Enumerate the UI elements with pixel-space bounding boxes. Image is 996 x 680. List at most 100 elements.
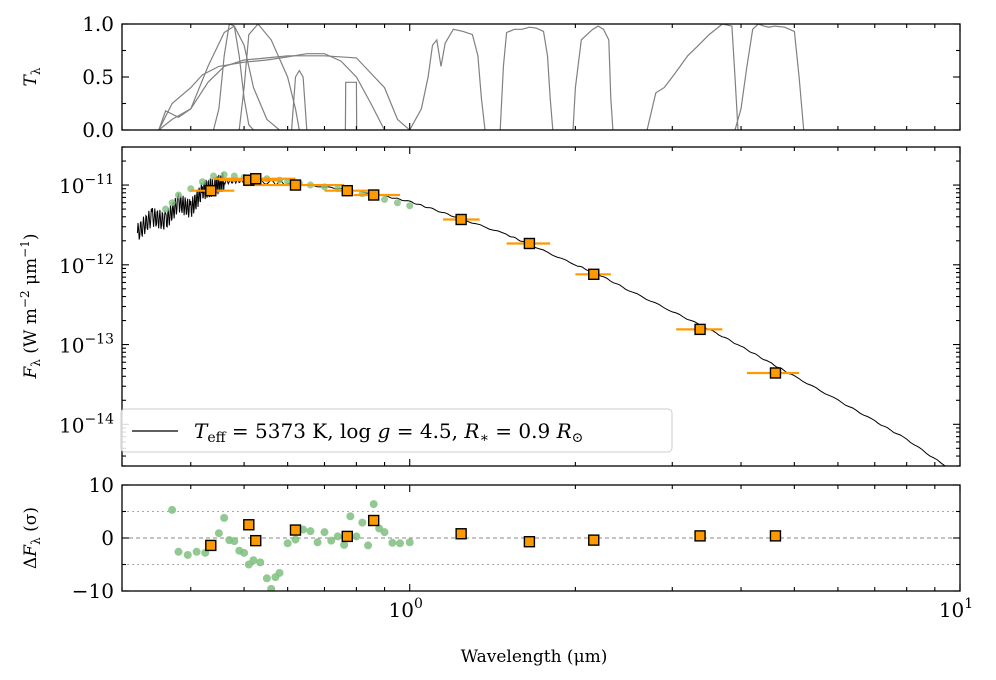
spectrum-residual-point <box>183 550 192 559</box>
spectrum-residual-point <box>267 584 276 591</box>
y-tick-label: 0 <box>101 526 114 550</box>
filter-curve-11 <box>646 23 739 131</box>
photometry-residual-marker <box>367 514 380 527</box>
photometry-residual-marker <box>694 530 706 542</box>
spectrum-residual-points <box>168 500 414 591</box>
spectrum-point <box>284 178 292 186</box>
spectrum-point <box>220 171 228 179</box>
spectrum-residual-point <box>364 541 373 550</box>
legend: Teff = 5373 K, log g = 4.5, R∗ = 0.9 R⊙ <box>120 408 673 453</box>
filter-curve-8 <box>409 28 486 131</box>
spectrum-residual-point <box>249 556 258 565</box>
transmission-ticks: 0.0 0.5 1.0 <box>82 12 961 142</box>
residual-axes-frame <box>121 484 961 592</box>
photometry-marker <box>367 189 380 201</box>
y-tick-label: 10−11 <box>59 172 114 198</box>
filter-curve-2 <box>158 53 386 131</box>
spectrum-residual-point <box>358 518 367 527</box>
photometry-residual-marker <box>289 524 302 536</box>
photometry-residual-points <box>205 514 782 552</box>
photometry-marker <box>769 367 782 379</box>
spectrum-residual-point <box>346 512 355 521</box>
filter-curve-4 <box>212 23 254 131</box>
spectrum-residual-point <box>275 568 284 577</box>
y-tick-label: 10−14 <box>59 411 114 437</box>
spectrum-point <box>174 191 182 199</box>
y-tick-label: 1.0 <box>82 12 114 36</box>
filter-curves <box>158 23 805 131</box>
y-tick-label: 10 <box>89 473 114 497</box>
filter-curve-12 <box>734 23 805 131</box>
spectrum-residual-point <box>327 536 336 545</box>
sed-y-axis-label: Fλ (W m−2 μm−1) <box>18 233 43 379</box>
y-tick-label: 10−13 <box>59 332 114 358</box>
transmission-y-axis-label: Tλ <box>21 67 43 86</box>
transmission-panel: 0.0 0.5 1.0 Tλ <box>21 12 961 142</box>
y-tick-label: 10−12 <box>59 252 114 278</box>
photometry-marker <box>205 184 217 197</box>
spectrum-residual-point <box>230 537 239 546</box>
photometry-marker <box>694 323 706 336</box>
x-tick-label: 101 <box>939 596 973 622</box>
y-tick-label: −10 <box>72 579 114 603</box>
filter-curve-3 <box>158 55 411 131</box>
spectrum-residual-point <box>192 547 201 556</box>
photometry-residual-marker <box>205 539 217 552</box>
spectrum-point <box>198 178 206 186</box>
spectrum-residual-point <box>256 558 265 567</box>
spectrum-point <box>162 205 170 213</box>
spectrum-residual-point <box>291 535 300 544</box>
spectrum-residual-point <box>369 500 378 509</box>
photometry-residual-marker <box>769 530 782 542</box>
spectrum-residual-point <box>240 548 249 557</box>
photometry-residual-marker <box>588 534 600 546</box>
photometry-residual-marker <box>250 534 262 547</box>
transmission-axes-frame <box>121 23 961 131</box>
photometry-marker <box>523 237 536 250</box>
spectrum-residual-point <box>395 539 404 548</box>
filter-curve-5 <box>238 23 300 131</box>
spectrum-residual-point <box>333 532 342 541</box>
y-tick-label: 0.0 <box>82 118 114 142</box>
sed-axes-frame <box>121 146 961 467</box>
filter-curve-7 <box>344 81 358 131</box>
spectrum-point <box>381 195 389 203</box>
legend-box <box>120 408 673 453</box>
x-axis-label: Wavelength (μm) <box>461 647 608 667</box>
photometry-marker <box>250 173 262 185</box>
filter-curve-6 <box>291 69 308 131</box>
photometry-residual-marker <box>341 530 353 543</box>
spectrum-point <box>393 199 401 207</box>
photometry-marker <box>588 268 600 281</box>
photometry-marker <box>455 213 467 226</box>
filter-curve-1 <box>158 25 280 131</box>
photometry-marker <box>341 184 353 197</box>
photometry-residual-marker <box>523 536 536 548</box>
spectrum-residual-point <box>283 539 292 548</box>
photometry-marker <box>289 179 302 191</box>
spectrum-residual-point <box>313 538 322 547</box>
spectrum-point <box>168 199 176 207</box>
spectrum-residual-point <box>262 574 271 583</box>
spectrum-residual-point <box>405 538 414 547</box>
spectrum-residual-point <box>388 538 397 547</box>
spectrum-residual-point <box>214 529 223 538</box>
x-tick-label: 100 <box>389 596 423 622</box>
residual-y-axis-label: ΔFλ (σ) <box>21 507 43 569</box>
spectrum-residual-point <box>340 540 349 549</box>
photometry-residual-marker <box>455 528 467 540</box>
photometry-residual-marker <box>243 519 255 531</box>
spectrum-residual-point <box>320 528 329 537</box>
spectrum-residual-point <box>168 505 177 514</box>
legend-label: Teff = 5373 K, log g = 4.5, R∗ = 0.9 R⊙ <box>194 419 583 446</box>
sed-panel: 10−11 10−12 10−13 10−14 Fλ (W m−2 μm−1) Tef… <box>18 146 961 467</box>
spectrum-point <box>406 202 414 210</box>
y-tick-label: 0.5 <box>82 65 114 89</box>
spectrum-residual-point <box>352 532 361 541</box>
residual-panel: −10 0 10 100 101 ΔFλ (σ) Wavelength (μm) <box>21 473 973 667</box>
spectrum-residual-point <box>174 547 183 556</box>
filter-curve-10 <box>572 25 614 131</box>
filter-curve-9 <box>499 26 554 131</box>
spectrum-residual-point <box>380 528 389 537</box>
